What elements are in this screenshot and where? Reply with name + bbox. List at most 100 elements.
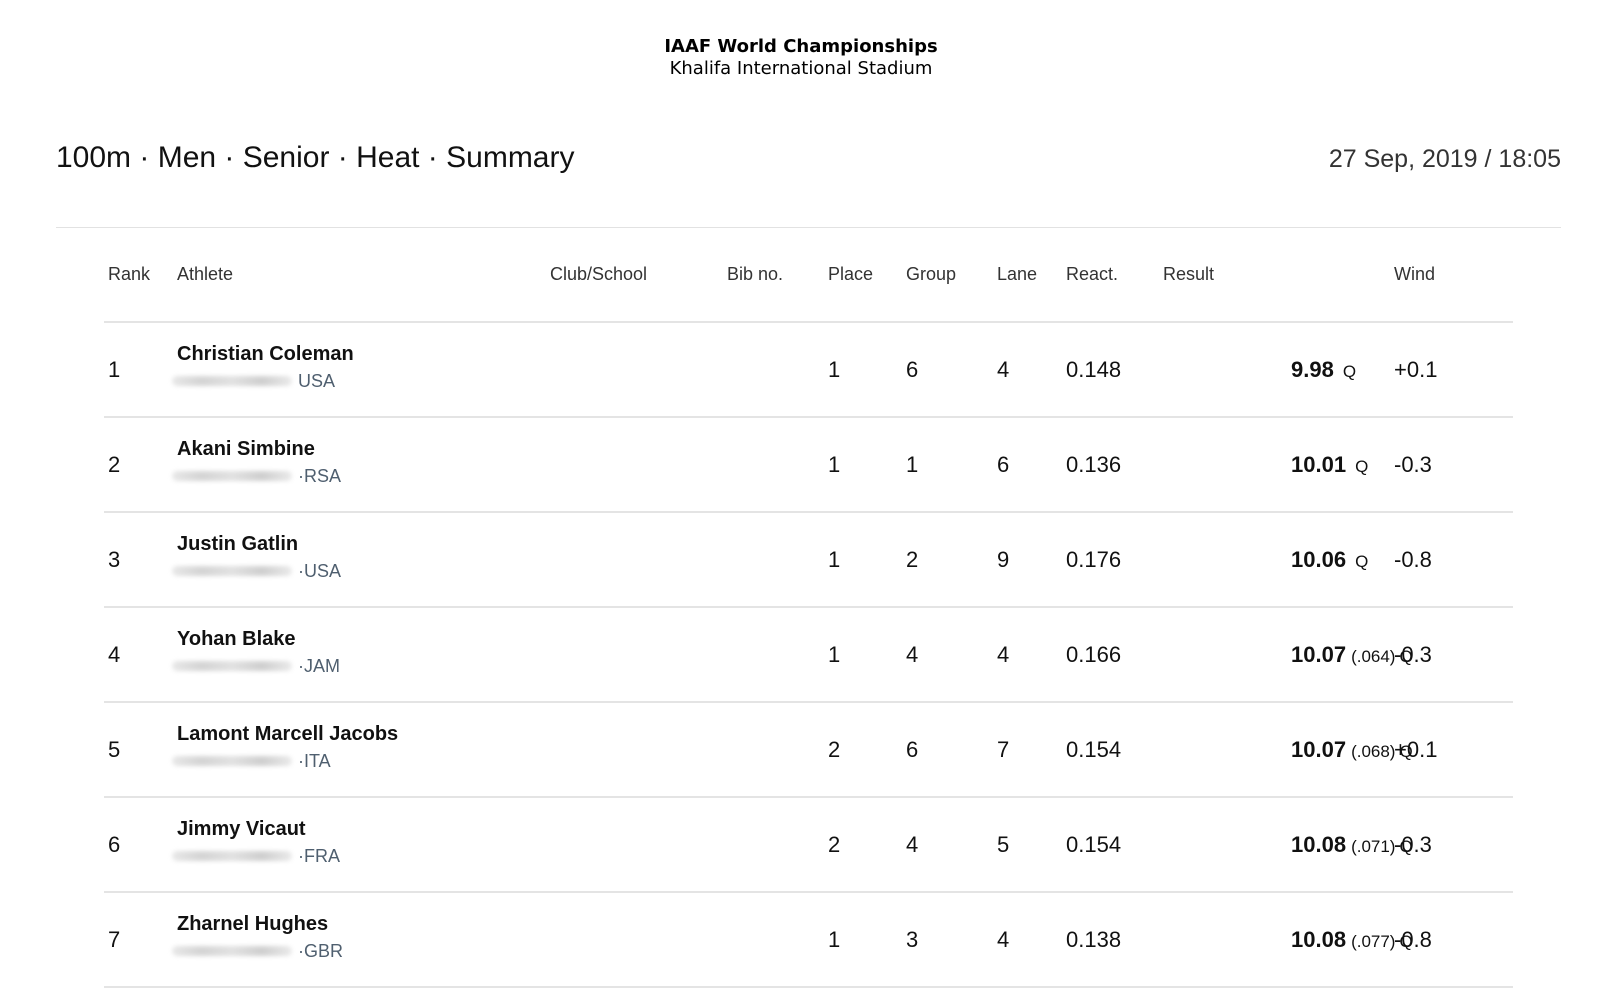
athlete-affiliation: · RSA — [172, 464, 341, 488]
athlete-name: Yohan Blake — [177, 628, 296, 650]
lane-cell: 4 — [997, 357, 1010, 382]
table-row: 6 Jimmy Vicaut · FRA 2 4 5 0.154 10.08 (.… — [104, 798, 1513, 893]
place-cell: 2 — [828, 737, 841, 762]
result-time: 9.98 — [1291, 357, 1334, 382]
country-code: GBR — [304, 940, 344, 961]
country-code: USA — [298, 370, 336, 391]
group-cell: 3 — [906, 927, 919, 952]
wind-cell: -0.3 — [1394, 452, 1432, 477]
country-separator: · — [298, 940, 304, 961]
athlete-affiliation: · USA — [172, 559, 341, 583]
rank-cell: 1 — [108, 357, 121, 382]
result-cell: 9.98 Q — [1291, 357, 1356, 386]
reaction-cell: 0.154 — [1066, 832, 1122, 857]
lane-cell: 6 — [997, 452, 1010, 477]
athlete-affiliation: · FRA — [172, 844, 340, 868]
column-header-group: Group — [906, 264, 957, 284]
group-cell: 4 — [906, 832, 919, 857]
document-header: IAAF World Championships Khalifa Interna… — [0, 36, 1602, 80]
table-row: 5 Lamont Marcell Jacobs · ITA 2 6 7 0.15… — [104, 703, 1513, 798]
country-code: JAM — [304, 655, 340, 676]
reaction-cell: 0.154 — [1066, 737, 1122, 762]
result-cell: 10.01 Q — [1291, 452, 1368, 481]
venue-name: Khalifa International Stadium — [669, 58, 933, 79]
rank-cell: 4 — [108, 642, 121, 667]
country-code: RSA — [304, 465, 342, 486]
lane-cell: 9 — [997, 547, 1010, 572]
lane-cell: 5 — [997, 832, 1010, 857]
rank-cell: 3 — [108, 547, 121, 572]
redacted-text — [172, 851, 292, 861]
table-row: 7 Zharnel Hughes · GBR 1 3 4 0.138 10.08… — [104, 893, 1513, 988]
result-time: 10.07 — [1291, 642, 1347, 667]
column-header-rank: Rank — [108, 264, 151, 284]
event-name: IAAF World Championships — [664, 36, 938, 57]
wind-cell: -0.8 — [1394, 547, 1432, 572]
place-cell: 1 — [828, 452, 841, 477]
divider — [56, 227, 1561, 228]
group-cell: 2 — [906, 547, 919, 572]
redacted-text — [172, 756, 292, 766]
athlete-affiliation: · GBR — [172, 939, 343, 963]
result-time: 10.08 — [1291, 832, 1347, 857]
qualifier-mark: Q — [1355, 552, 1369, 571]
group-cell: 6 — [906, 357, 919, 382]
rank-cell: 5 — [108, 737, 121, 762]
rank-cell: 6 — [108, 832, 121, 857]
reaction-cell: 0.176 — [1066, 547, 1122, 572]
table-header: Rank Athlete Club/School Bib no. Place G… — [104, 235, 1513, 323]
redacted-text — [172, 566, 292, 576]
redacted-text — [172, 376, 292, 386]
athlete-name: Lamont Marcell Jacobs — [177, 723, 399, 745]
reaction-cell: 0.138 — [1066, 927, 1122, 952]
rank-cell: 7 — [108, 927, 121, 952]
result-cell: 10.07 (.064) Q — [1291, 642, 1413, 671]
country-code: ITA — [304, 750, 331, 771]
group-cell: 4 — [906, 642, 919, 667]
result-time: 10.07 — [1291, 737, 1347, 762]
result-cell: 10.08 (.071) Q — [1291, 832, 1413, 861]
place-cell: 1 — [828, 357, 841, 382]
result-tiebreak: (.071) — [1351, 837, 1396, 856]
wind-cell: -0.8 — [1394, 927, 1432, 952]
results-table: Rank Athlete Club/School Bib no. Place G… — [104, 235, 1513, 988]
qualifier-mark: Q — [1399, 647, 1413, 666]
wind-cell: +0.1 — [1394, 737, 1438, 762]
country-separator: · — [298, 655, 304, 676]
qualifier-mark: Q — [1399, 932, 1413, 951]
redacted-text — [172, 946, 292, 956]
result-cell: 10.07 (.068) Q — [1291, 737, 1413, 766]
wind-cell: -0.3 — [1394, 642, 1432, 667]
column-header-club: Club/School — [550, 264, 648, 284]
country-code: FRA — [304, 845, 340, 866]
athlete-name: Christian Coleman — [177, 343, 354, 365]
column-header-wind: Wind — [1394, 264, 1436, 284]
redacted-text — [172, 471, 292, 481]
place-cell: 1 — [828, 927, 841, 952]
column-header-athlete: Athlete — [177, 264, 234, 284]
country-code: USA — [304, 560, 342, 581]
result-time: 10.08 — [1291, 927, 1347, 952]
page-title: 100m · Men · Senior · Heat · Summary — [56, 141, 575, 174]
result-cell: 10.08 (.077) Q — [1291, 927, 1413, 956]
redacted-text — [172, 661, 292, 671]
group-cell: 6 — [906, 737, 919, 762]
athlete-name: Justin Gatlin — [177, 533, 299, 555]
reaction-cell: 0.136 — [1066, 452, 1122, 477]
title-row: 100m · Men · Senior · Heat · Summary 27 … — [56, 138, 1561, 178]
event-date: 27 Sep, 2019 / 18:05 — [1328, 145, 1561, 173]
column-header-lane: Lane — [997, 264, 1038, 284]
reaction-cell: 0.166 — [1066, 642, 1122, 667]
qualifier-mark: Q — [1355, 457, 1369, 476]
athlete-name: Akani Simbine — [177, 438, 315, 460]
wind-cell: -0.3 — [1394, 832, 1432, 857]
lane-cell: 4 — [997, 927, 1010, 952]
result-tiebreak: (.068) — [1351, 742, 1396, 761]
table-row: 2 Akani Simbine · RSA 1 1 6 0.136 10.01 Q… — [104, 418, 1513, 513]
country-separator: · — [298, 560, 304, 581]
country-separator: · — [298, 845, 304, 866]
athlete-affiliation: USA — [172, 369, 335, 393]
group-cell: 1 — [906, 452, 919, 477]
result-tiebreak: (.064) — [1351, 647, 1396, 666]
result-cell: 10.06 Q — [1291, 547, 1368, 576]
